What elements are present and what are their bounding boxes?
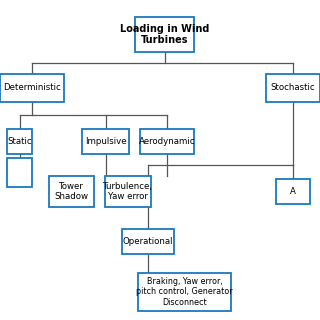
FancyBboxPatch shape (138, 273, 231, 311)
FancyBboxPatch shape (83, 129, 129, 154)
FancyBboxPatch shape (122, 229, 173, 254)
FancyBboxPatch shape (49, 176, 93, 207)
FancyBboxPatch shape (7, 158, 32, 187)
FancyBboxPatch shape (105, 176, 151, 207)
Text: Turbulence,
Yaw error: Turbulence, Yaw error (103, 182, 153, 201)
Text: Impulsive: Impulsive (85, 137, 127, 146)
FancyBboxPatch shape (276, 179, 310, 204)
Text: Aerodynamic: Aerodynamic (139, 137, 196, 146)
Text: A: A (290, 187, 296, 196)
Text: Stochastic: Stochastic (271, 83, 315, 92)
Text: Operational: Operational (123, 237, 173, 246)
Text: Braking, Yaw error,
pitch control, Generator
Disconnect: Braking, Yaw error, pitch control, Gener… (136, 277, 233, 307)
FancyBboxPatch shape (266, 74, 320, 102)
FancyBboxPatch shape (0, 74, 64, 102)
Text: Deterministic: Deterministic (3, 83, 61, 92)
Text: Static: Static (7, 137, 32, 146)
FancyBboxPatch shape (7, 129, 32, 154)
FancyBboxPatch shape (140, 129, 195, 154)
Text: Loading in Wind
Turbines: Loading in Wind Turbines (120, 24, 210, 45)
FancyBboxPatch shape (135, 17, 195, 52)
Text: Tower
Shadow: Tower Shadow (54, 182, 88, 201)
